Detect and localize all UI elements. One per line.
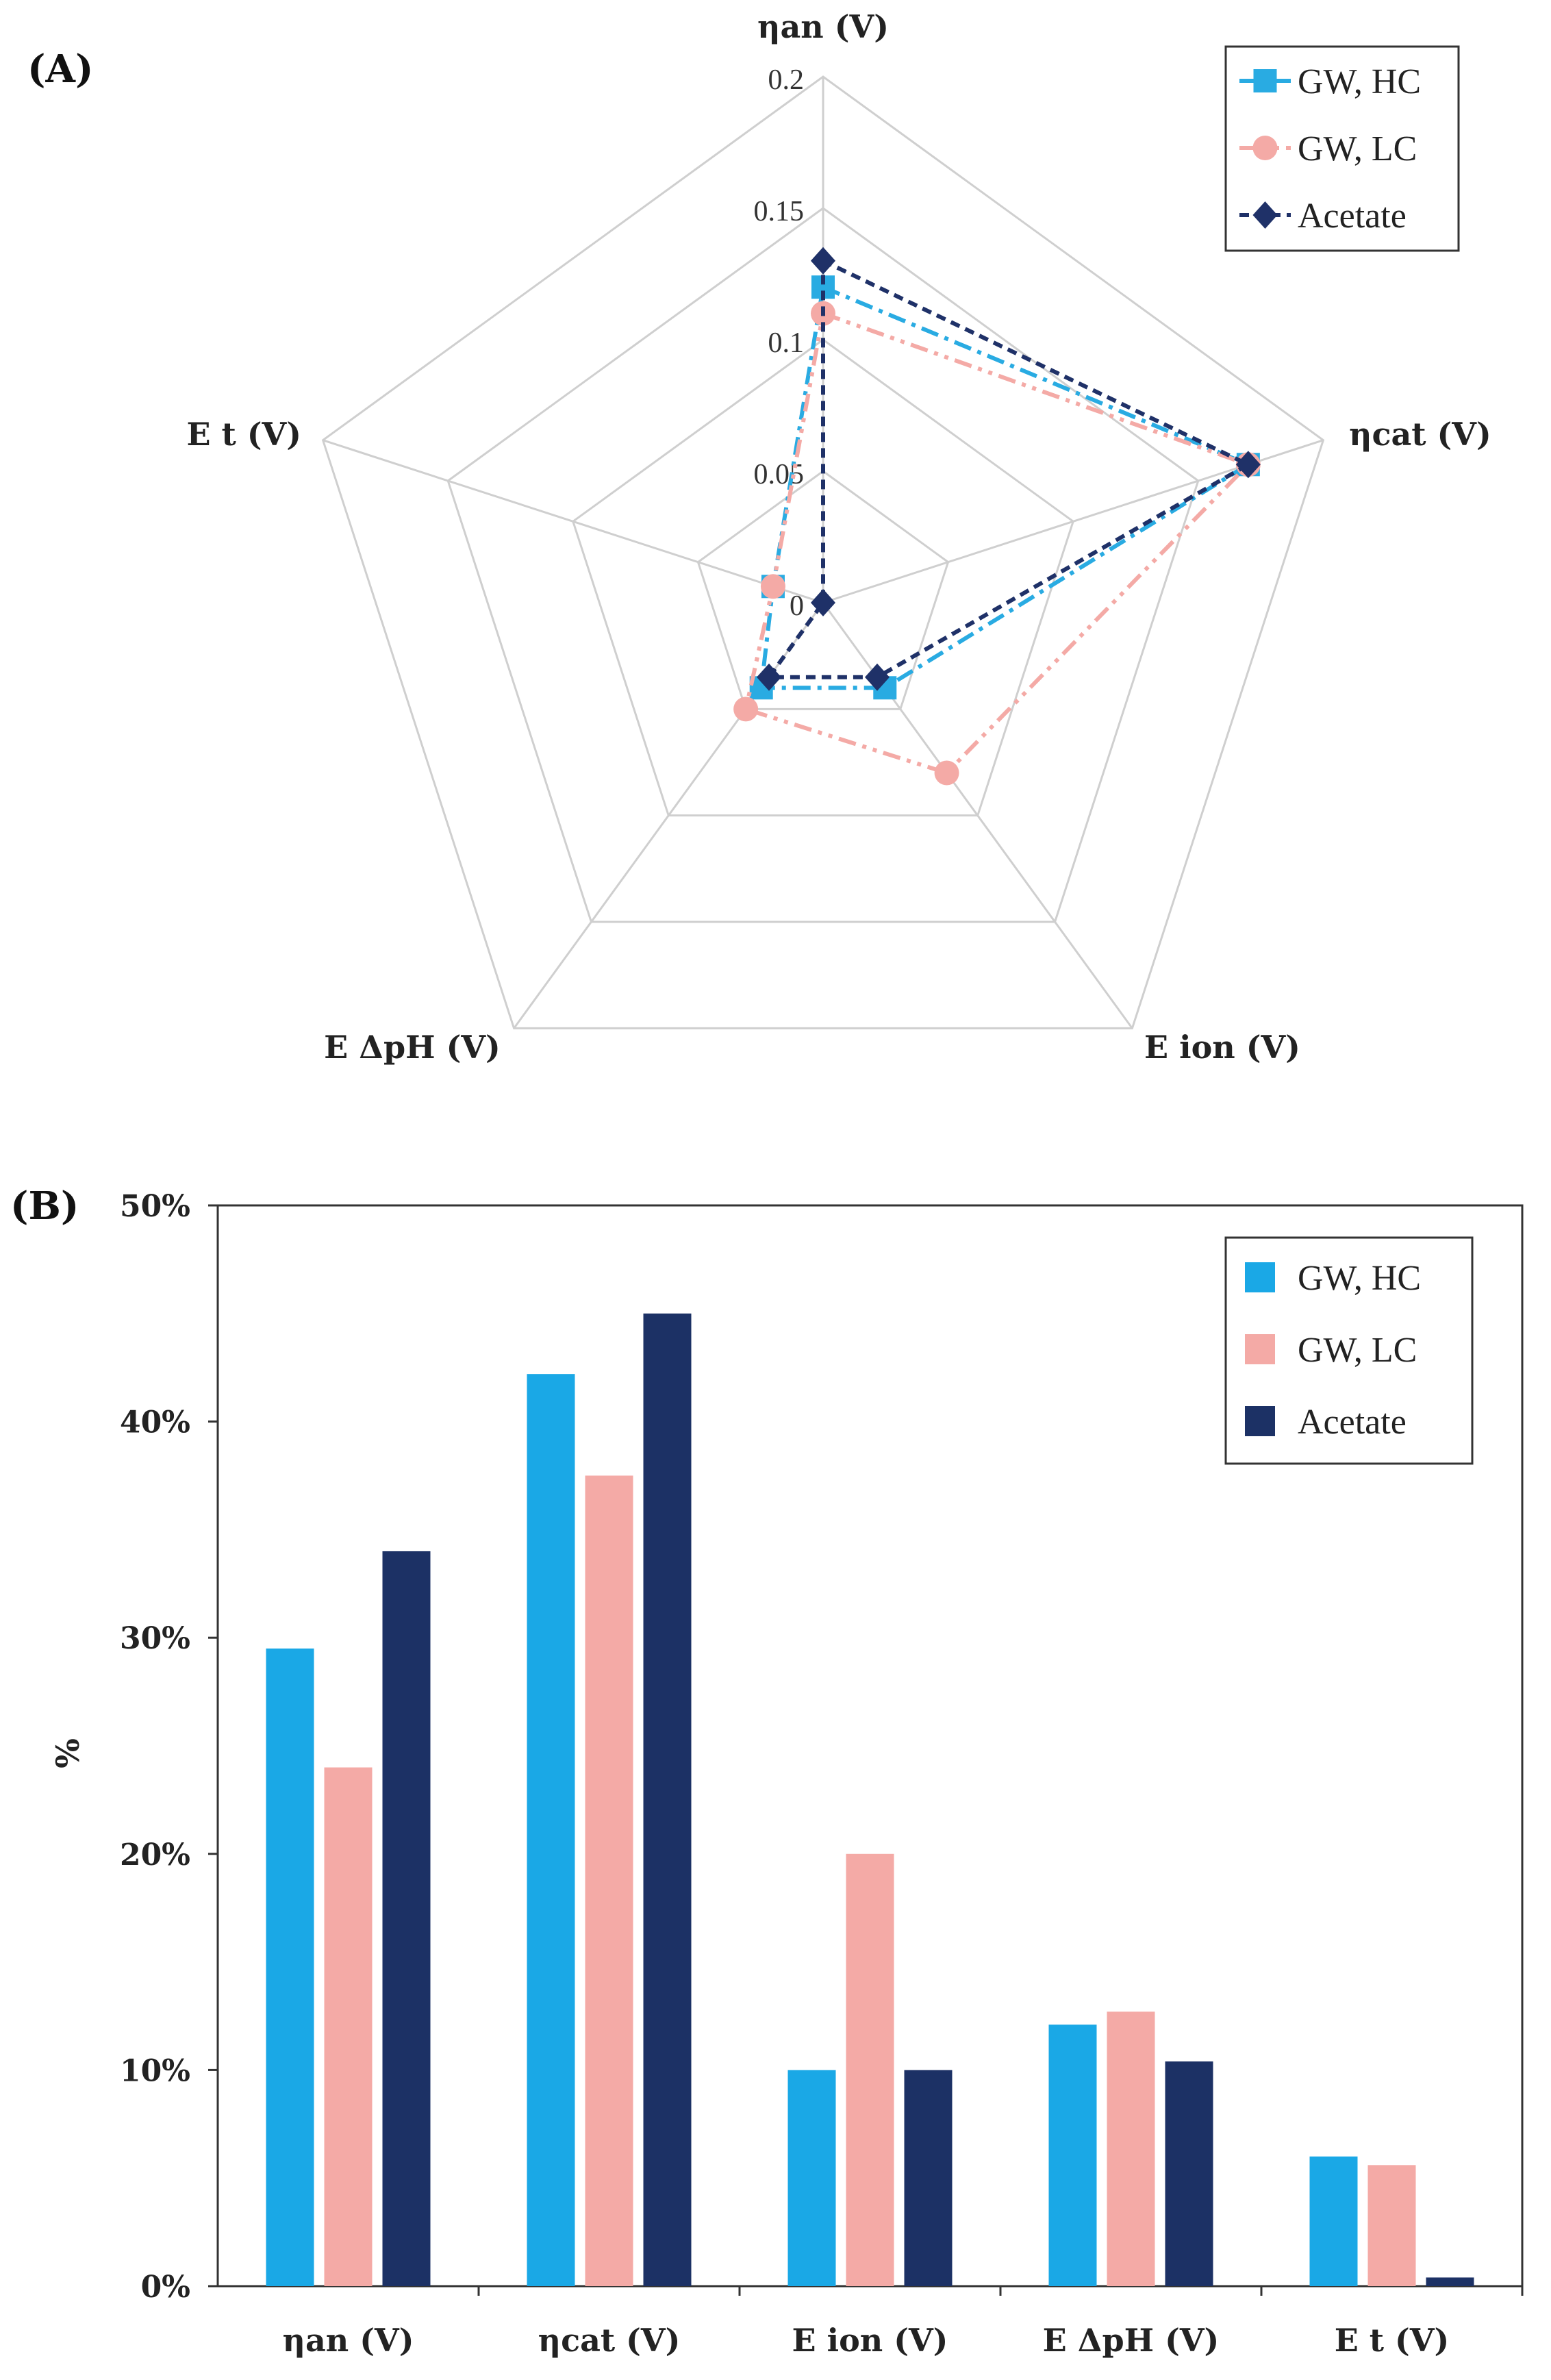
- radar-series: [733, 247, 1261, 786]
- radar-point-acetate: [811, 589, 835, 616]
- radar-point-gw-lc: [760, 574, 785, 599]
- bar-gw-hc-1: [527, 1374, 575, 2286]
- radar-tick-label: 0: [790, 590, 804, 622]
- bar-gw-lc-1: [585, 1475, 633, 2286]
- bar-gw-hc-3: [1048, 2025, 1097, 2286]
- radar-axis-label-4: E t (V): [186, 416, 301, 453]
- radar-point-acetate: [1235, 451, 1261, 479]
- radar-legend-label-gw-lc: GW, LC: [1298, 129, 1417, 168]
- bar-x-label-4: E t (V): [1335, 2322, 1450, 2359]
- radar-line-gw-lc: [743, 310, 1252, 775]
- bar-marks: [266, 1313, 1474, 2286]
- radar-axis-label-2: E ion (V): [1144, 1029, 1300, 1066]
- radar-legend-label-acetate: Acetate: [1298, 197, 1407, 236]
- radar-grid-ring: [572, 338, 1074, 817]
- bar-acetate-1: [643, 1313, 692, 2286]
- radar-legend-marker-gw-hc: [1253, 69, 1277, 92]
- radar-series-gw-lc: [733, 301, 1261, 786]
- bar-x-label-3: E ΔpH (V): [1043, 2322, 1220, 2359]
- panel-a-label: (A): [27, 47, 93, 92]
- radar-point-gw-lc: [733, 697, 759, 722]
- bar-x-label-0: ηan (V): [283, 2322, 414, 2359]
- radar-grid-ring: [446, 207, 1200, 923]
- bar-gw-lc-2: [846, 1853, 894, 2286]
- radar-axis-label-1: ηcat (V): [1349, 416, 1491, 453]
- bar-acetate-4: [1426, 2277, 1474, 2286]
- bar-legend-label-acetate: Acetate: [1298, 1403, 1407, 1442]
- bar-acetate-3: [1165, 2061, 1213, 2286]
- bar-gw-hc-2: [787, 2070, 836, 2286]
- radar-tick-label: 0.1: [768, 327, 805, 359]
- bar-legend-label-gw-lc: GW, LC: [1298, 1331, 1417, 1370]
- radar-axis-label-0: ηan (V): [757, 8, 889, 45]
- radar-point-gw-lc: [934, 760, 959, 786]
- bar-y-axis-label: %: [49, 1738, 86, 1768]
- bar-x-label-2: E ion (V): [792, 2322, 948, 2359]
- bar-legend-swatch-gw-hc: [1245, 1262, 1275, 1292]
- bar-legend: GW, HC GW, LC Acetate: [1224, 1236, 1474, 1465]
- bar-y-tick-label: 10%: [120, 2053, 190, 2088]
- radar-grid-ring: [321, 75, 1325, 1029]
- radar-tick-label: 0.2: [768, 64, 805, 96]
- radar-point-acetate: [757, 663, 782, 691]
- radar-radial-ticks: 0 0.05 0.1 0.15 0.2: [754, 64, 805, 622]
- bar-y-tick-label: 40%: [120, 1405, 190, 1440]
- bar-gw-lc-4: [1367, 2165, 1416, 2286]
- bar-legend-swatch-acetate: [1245, 1406, 1275, 1436]
- bar-acetate-2: [904, 2070, 953, 2286]
- bar-y-ticks: 0% 10% 20% 30% 40% 50%: [120, 1189, 218, 2305]
- radar-legend: GW, HC GW, LC Acetate: [1224, 45, 1460, 252]
- radar-axis-labels: ηan (V) ηcat (V) E ion (V) E ΔpH (V) E t (V): [186, 8, 1491, 1066]
- bar-chart: (B) 0% 10% 20% 30% 40% 50% % ηan (V) ηcat (V) E…: [10, 1183, 1524, 2359]
- bar-x-tick-labels: ηan (V) ηcat (V) E ion (V) E ΔpH (V) E t (V): [283, 2286, 1524, 2359]
- radar-series-acetate: [757, 247, 1261, 691]
- bar-y-tick-label: 30%: [120, 1621, 190, 1656]
- panel-b-label: (B): [10, 1183, 79, 1229]
- bar-gw-hc-0: [266, 1648, 314, 2286]
- radar-legend-items: GW, HC GW, LC Acetate: [1239, 62, 1421, 236]
- bar-gw-hc-4: [1309, 2156, 1358, 2286]
- radar-tick-label: 0.05: [754, 459, 805, 490]
- bar-y-tick-label: 20%: [120, 1838, 190, 1872]
- radar-grid: [321, 75, 1325, 1029]
- radar-line-gw-hc: [759, 284, 1253, 690]
- radar-point-acetate: [864, 663, 890, 691]
- bar-y-tick-label: 0%: [141, 2270, 190, 2305]
- radar-tick-label: 0.15: [754, 196, 805, 227]
- radar-legend-marker-acetate: [1252, 201, 1278, 229]
- radar-grid-ring: [696, 470, 950, 710]
- radar-point-acetate: [811, 247, 835, 275]
- radar-legend-label-gw-hc: GW, HC: [1298, 62, 1421, 101]
- radar-axis-label-3: E ΔpH (V): [324, 1029, 501, 1066]
- radar-spoke: [323, 439, 824, 604]
- bar-legend-items: GW, HC GW, LC Acetate: [1245, 1259, 1421, 1442]
- radar-chart: (A) 0 0.05 0.1 0.15 0.2 ηan (V) ηcat (V) E ion…: [27, 8, 1491, 1066]
- bar-legend-label-gw-hc: GW, HC: [1298, 1259, 1421, 1298]
- bar-legend-swatch-gw-lc: [1245, 1334, 1275, 1364]
- radar-line-acetate: [765, 258, 1253, 679]
- bar-x-label-1: ηcat (V): [538, 2322, 681, 2359]
- radar-legend-marker-gw-lc: [1252, 136, 1278, 160]
- bar-y-tick-label: 50%: [120, 1189, 190, 1224]
- bar-acetate-0: [382, 1551, 431, 2286]
- bar-gw-lc-3: [1107, 2012, 1155, 2286]
- bar-gw-lc-0: [324, 1767, 373, 2286]
